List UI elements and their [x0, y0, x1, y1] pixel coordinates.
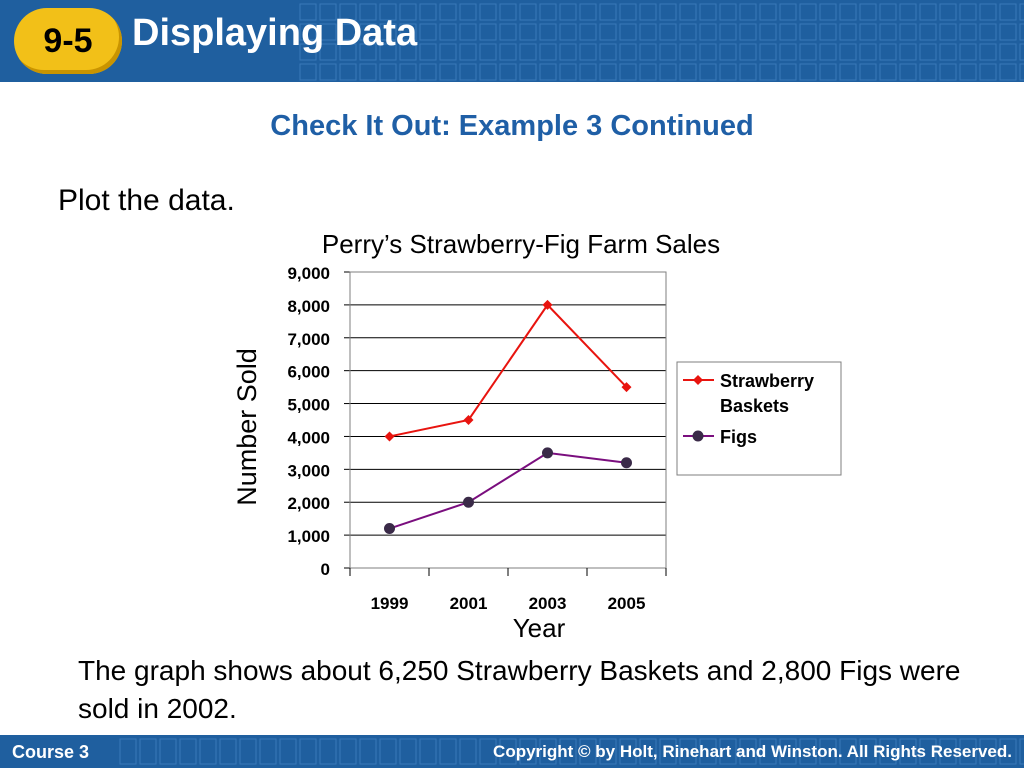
y-tick-label: 4,000 — [287, 428, 330, 447]
course-label: Course 3 — [12, 742, 90, 762]
header-bar: 9-5 Displaying Data — [0, 0, 1024, 82]
data-point — [463, 496, 474, 508]
legend-box — [676, 361, 842, 476]
footer-grid-pattern — [119, 738, 1024, 765]
legend-label: Figs — [720, 427, 757, 447]
chart-title: Perry’s Strawberry-Fig Farm Sales — [322, 229, 720, 259]
data-point — [542, 299, 553, 310]
series-line — [389, 303, 628, 438]
data-point — [542, 447, 553, 459]
data-point — [463, 415, 474, 425]
y-tick-label: 2,000 — [287, 494, 330, 513]
x-tick-label: 2003 — [529, 594, 567, 613]
legend-marker — [692, 430, 704, 442]
lesson-badge: 9-5 — [14, 8, 122, 74]
caption-text: The graph shows about 6,250 Strawberry B… — [78, 655, 961, 724]
y-axis-label: Number Sold — [232, 348, 262, 506]
page-title: Displaying Data — [132, 12, 418, 54]
data-point — [621, 382, 632, 393]
x-tick-label: 2005 — [608, 594, 646, 613]
legend-label: Baskets — [720, 396, 789, 416]
y-tick-label: 7,000 — [287, 330, 330, 349]
x-tick-label: 2001 — [450, 594, 488, 613]
y-tick-label: 9,000 — [287, 264, 330, 283]
legend-label: Strawberry — [720, 371, 814, 391]
y-tick-label: 1,000 — [287, 527, 330, 546]
plot-area: 0 1,000 2,000 3,000 4,000 5,000 6,000 7,000 8,00… — [287, 264, 667, 613]
example-subtitle: Check It Out: Example 3 Continued — [270, 110, 754, 142]
lesson-number: 9-5 — [43, 22, 93, 60]
y-tick-label: 6,000 — [287, 363, 330, 382]
plot-border — [349, 271, 667, 569]
line-chart: Perry’s Strawberry-Fig Farm Sales Number… — [232, 229, 842, 643]
y-tick-label: 5,000 — [287, 396, 330, 415]
data-point — [384, 523, 395, 535]
legend-marker — [693, 375, 703, 385]
data-point — [384, 431, 395, 442]
y-tick-label: 3,000 — [287, 461, 330, 480]
instruction-text: Plot the data. — [58, 184, 235, 217]
header-grid-pattern — [299, 3, 1024, 81]
y-tick-label: 0 — [321, 560, 330, 579]
footer-bar: Course 3 Copyright © by Holt, Rinehart a… — [0, 735, 1024, 768]
data-point — [621, 457, 632, 469]
series-line — [389, 451, 627, 530]
x-axis-label: Year — [513, 613, 566, 643]
x-tick-label: 1999 — [371, 594, 409, 613]
legend: Strawberry Baskets Figs — [676, 361, 842, 476]
copyright-text: Copyright © by Holt, Rinehart and Winsto… — [493, 742, 1012, 761]
y-tick-label: 8,000 — [287, 297, 330, 316]
